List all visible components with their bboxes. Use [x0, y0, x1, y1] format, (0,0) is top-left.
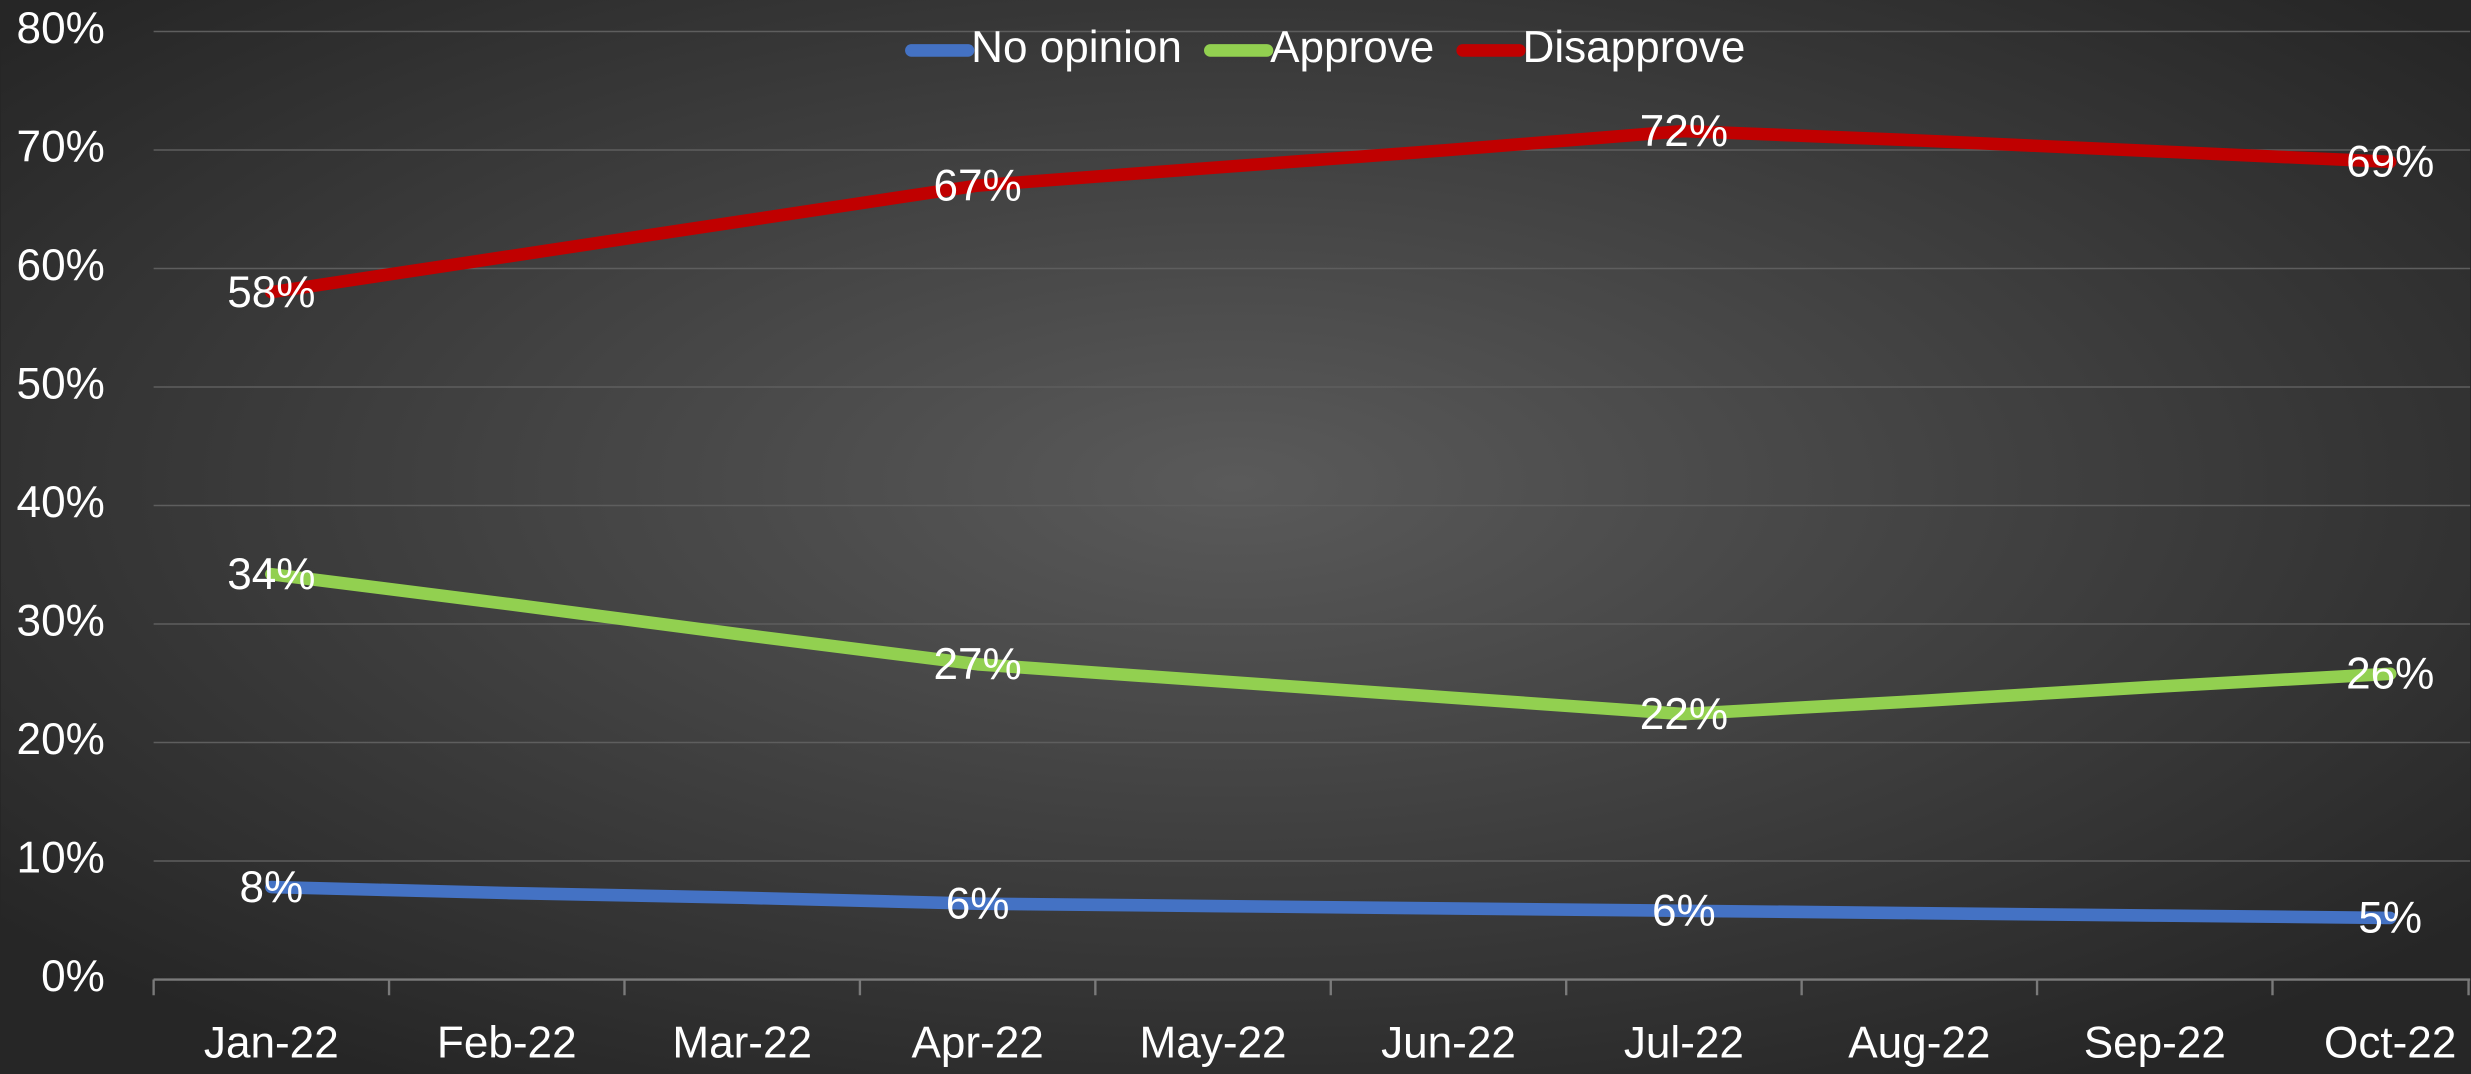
- x-tick-label: Jul-22: [1624, 1018, 1744, 1067]
- x-tick-label: Mar-22: [672, 1018, 812, 1067]
- x-tick-label: Feb-22: [437, 1018, 577, 1067]
- y-tick-label: 80%: [17, 4, 105, 53]
- y-tick-label: 50%: [17, 360, 105, 409]
- data-label: 8%: [239, 863, 303, 912]
- legend-label: Approve: [1270, 23, 1434, 72]
- series-line: [265, 880, 2397, 925]
- data-label: 27%: [934, 640, 1022, 689]
- data-label: 67%: [934, 161, 1022, 210]
- x-tick-label: Oct-22: [2324, 1018, 2456, 1067]
- y-tick-label: 0%: [41, 952, 105, 1001]
- legend-label: No opinion: [971, 23, 1182, 72]
- y-tick-label: 20%: [17, 715, 105, 764]
- y-tick-label: 10%: [17, 834, 105, 883]
- data-label: 5%: [2358, 894, 2422, 943]
- legend-label: Disapprove: [1523, 23, 1746, 72]
- x-tick-label: Jan-22: [204, 1018, 339, 1067]
- series-line: [265, 567, 2397, 721]
- y-tick-label: 40%: [17, 478, 105, 527]
- x-tick-label: Sep-22: [2084, 1018, 2226, 1067]
- data-label: 6%: [1652, 887, 1716, 936]
- data-label: 58%: [227, 268, 315, 317]
- y-tick-label: 30%: [17, 597, 105, 646]
- x-tick-label: May-22: [1140, 1018, 1287, 1067]
- data-label: 72%: [1640, 107, 1728, 156]
- data-label: 22%: [1640, 690, 1728, 739]
- x-tick-label: Aug-22: [1848, 1018, 1990, 1067]
- data-label: 26%: [2346, 650, 2434, 699]
- y-tick-label: 60%: [17, 241, 105, 290]
- x-tick-label: Jun-22: [1381, 1018, 1516, 1067]
- data-label: 6%: [946, 879, 1010, 928]
- x-tick-label: Apr-22: [911, 1018, 1043, 1067]
- series-line: [265, 124, 2397, 299]
- data-label: 34%: [227, 550, 315, 599]
- y-tick-label: 70%: [17, 123, 105, 172]
- data-label: 69%: [2346, 138, 2434, 187]
